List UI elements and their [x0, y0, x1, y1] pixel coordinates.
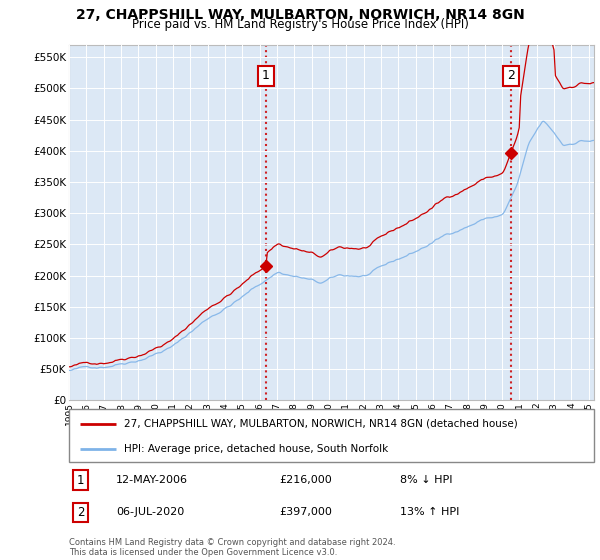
Text: 2: 2 [77, 506, 84, 519]
Text: 8% ↓ HPI: 8% ↓ HPI [400, 475, 452, 485]
Text: £216,000: £216,000 [279, 475, 332, 485]
Text: 06-JUL-2020: 06-JUL-2020 [116, 507, 185, 517]
Text: 12-MAY-2006: 12-MAY-2006 [116, 475, 188, 485]
Text: £397,000: £397,000 [279, 507, 332, 517]
Text: 1: 1 [262, 69, 270, 82]
Text: 27, CHAPPSHILL WAY, MULBARTON, NORWICH, NR14 8GN (detached house): 27, CHAPPSHILL WAY, MULBARTON, NORWICH, … [124, 419, 518, 429]
Text: Price paid vs. HM Land Registry's House Price Index (HPI): Price paid vs. HM Land Registry's House … [131, 18, 469, 31]
Text: 1: 1 [77, 474, 84, 487]
Text: 2: 2 [507, 69, 515, 82]
Text: HPI: Average price, detached house, South Norfolk: HPI: Average price, detached house, Sout… [124, 444, 388, 454]
Text: 27, CHAPPSHILL WAY, MULBARTON, NORWICH, NR14 8GN: 27, CHAPPSHILL WAY, MULBARTON, NORWICH, … [76, 8, 524, 22]
Text: Contains HM Land Registry data © Crown copyright and database right 2024.
This d: Contains HM Land Registry data © Crown c… [69, 538, 395, 557]
FancyBboxPatch shape [69, 409, 594, 462]
Text: 13% ↑ HPI: 13% ↑ HPI [400, 507, 459, 517]
